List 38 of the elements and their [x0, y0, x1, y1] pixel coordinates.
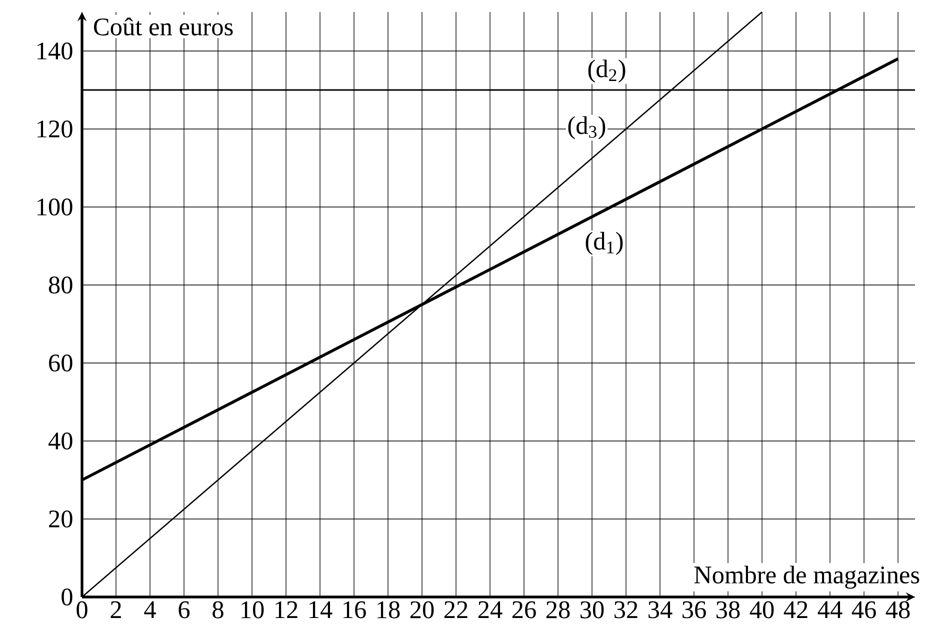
y-tick-label: 100 — [38, 198, 72, 216]
x-tick-label: 24 — [478, 601, 502, 618]
x-tick-label: 2 — [110, 601, 121, 618]
x-tick-label: 38 — [716, 601, 740, 618]
x-tick-label: 40 — [750, 601, 774, 618]
y-tick-label: 140 — [38, 42, 72, 60]
x-tick-label: 46 — [852, 601, 876, 618]
y-axis-title: Coût en euros — [94, 18, 233, 36]
x-tick-label: 0 — [76, 601, 88, 618]
y-tick-label: 0 — [62, 588, 72, 606]
x-tick-label: 32 — [614, 601, 638, 618]
y-tick-label: 20 — [49, 510, 72, 528]
series-label: (d$_{3}$) — [568, 116, 606, 140]
x-tick-label: 8 — [212, 601, 224, 618]
x-tick-label: 14 — [310, 601, 332, 618]
x-tick-label: 10 — [242, 601, 264, 618]
x-tick-label: 22 — [444, 601, 468, 618]
x-tick-label: 26 — [512, 601, 536, 618]
x-tick-label: 44 — [818, 601, 842, 618]
x-tick-label: 16 — [344, 601, 366, 618]
y-tick-label: 80 — [48, 276, 72, 294]
x-tick-label: 42 — [784, 601, 808, 618]
x-tick-label: 36 — [682, 601, 706, 618]
y-tick-label: 120 — [38, 120, 72, 138]
x-tick-label: 30 — [580, 601, 604, 618]
x-tick-label: 48 — [886, 601, 910, 618]
x-tick-label: 18 — [378, 601, 400, 618]
x-tick-label: 12 — [276, 601, 298, 618]
x-tick-label: 4 — [144, 601, 156, 618]
x-tick-label: 34 — [648, 601, 672, 618]
x-tick-label: 28 — [546, 601, 570, 618]
y-tick-label: 60 — [49, 354, 72, 372]
series-label: (d$_{1}$) — [586, 232, 623, 255]
x-tick-label: 6 — [178, 601, 190, 618]
y-tick-label: 40 — [48, 432, 72, 450]
x-axis-title: Nombre de magazines — [694, 566, 920, 589]
series-label: (d$_{2}$) — [588, 60, 626, 83]
x-tick-label: 20 — [410, 601, 434, 618]
